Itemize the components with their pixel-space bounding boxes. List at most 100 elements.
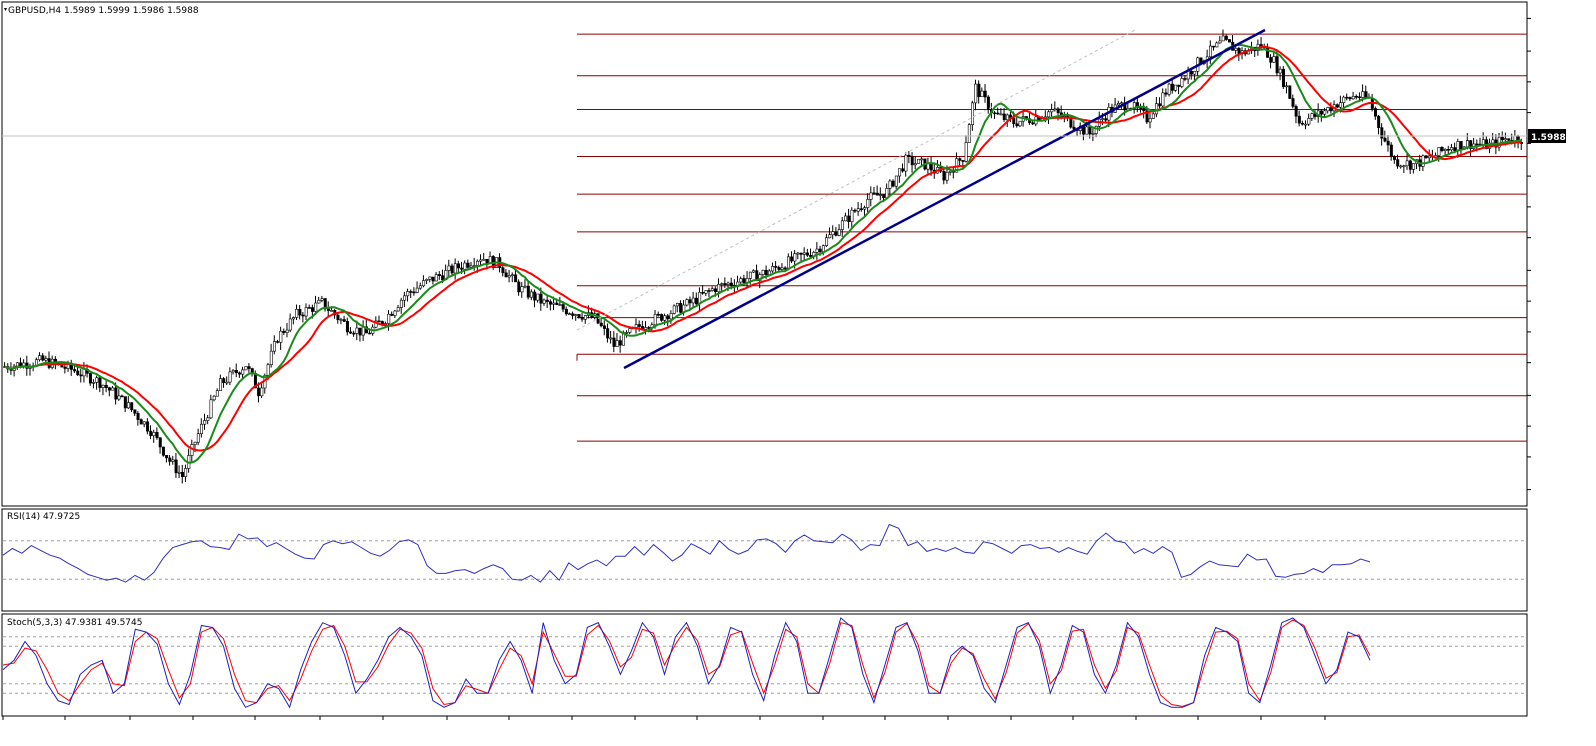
candle-body [244, 366, 248, 371]
candle-body [1228, 39, 1232, 43]
candle-body [806, 252, 810, 256]
candle-body [983, 90, 987, 98]
candle-body [368, 332, 372, 335]
candle-body [238, 372, 242, 375]
candle-body [241, 369, 245, 375]
candle-body [222, 378, 226, 384]
candle-body [1136, 102, 1140, 109]
candle-body [771, 266, 775, 272]
candle-body [425, 278, 429, 281]
candle-body [231, 370, 235, 373]
candle-body [967, 124, 971, 143]
candle-body [1047, 111, 1051, 118]
candle-body [228, 371, 232, 383]
candle-body [872, 192, 876, 195]
candle-body [802, 252, 806, 255]
stochastic-panel[interactable] [1, 613, 1528, 717]
candle-body [891, 180, 895, 187]
candle-body [1291, 98, 1295, 107]
candle-body [615, 340, 619, 347]
candle-body [885, 188, 889, 198]
moving-average-red [4, 45, 1522, 452]
candle-body [894, 175, 898, 187]
candle-body [1469, 140, 1473, 149]
candle-body [1218, 40, 1222, 44]
candle-body [1208, 45, 1212, 58]
candle-body [764, 269, 768, 275]
candle-body [837, 229, 841, 236]
candle-body [1421, 155, 1425, 167]
candle-body [818, 248, 822, 252]
candle-body [1120, 102, 1124, 105]
candle-body [168, 457, 172, 462]
candle-body [314, 302, 318, 312]
candle-body [1158, 103, 1162, 107]
candle-body [1091, 133, 1095, 135]
candle-body [1354, 96, 1358, 98]
candle-body [742, 278, 746, 284]
candle-body [904, 154, 908, 172]
candle-body [958, 158, 962, 161]
candle-body [1170, 83, 1174, 91]
candle-body [691, 297, 695, 304]
candle-body [200, 423, 204, 434]
candle-body [1380, 127, 1384, 139]
candle-body [1408, 160, 1412, 170]
candle-body [618, 340, 622, 346]
candle-body [1342, 96, 1346, 103]
candle-body [317, 299, 321, 304]
candle-body [1443, 148, 1447, 151]
candle-body [1446, 148, 1450, 151]
current-price-badge [1528, 129, 1566, 143]
candle-body [552, 302, 556, 305]
candle-body [1475, 143, 1479, 146]
candle-body [88, 372, 92, 384]
candle-body [1180, 78, 1184, 87]
rsi-panel[interactable] [1, 508, 1528, 612]
candle-body [76, 370, 80, 376]
candle-body [898, 168, 902, 177]
candle-body [1437, 147, 1441, 156]
candle-body [1151, 113, 1155, 119]
candle-body [79, 374, 83, 377]
candle-body [660, 314, 664, 321]
candle-body [694, 297, 698, 305]
candle-body [879, 194, 883, 196]
candle-body [520, 286, 524, 293]
candle-body [460, 267, 464, 270]
candle-body [276, 341, 280, 343]
candle-body [644, 327, 648, 330]
candle-body [942, 171, 946, 181]
candle-body [339, 319, 343, 321]
candle-body [799, 252, 803, 255]
main-price-panel[interactable] [1, 1, 1528, 507]
candle-body [111, 387, 115, 391]
candle-body [1351, 96, 1355, 100]
candle-body [1507, 138, 1511, 141]
candle-body [1466, 140, 1470, 148]
candle-body [1186, 70, 1190, 80]
candle-body [225, 381, 229, 384]
candle-body [555, 302, 559, 306]
candle-body [653, 313, 657, 326]
candle-body [15, 362, 19, 367]
collapse-arrow-icon[interactable] [4, 8, 7, 11]
candle-body [44, 358, 48, 361]
candle-body [92, 382, 96, 384]
candle-body [856, 208, 860, 212]
candle-body [948, 170, 952, 173]
candle-body [298, 308, 302, 316]
candle-body [961, 160, 965, 162]
candle-body [752, 270, 756, 273]
candle-body [209, 399, 213, 419]
candle-body [568, 313, 572, 316]
candle-body [599, 322, 603, 327]
candle-body [469, 265, 473, 268]
candle-body [73, 369, 77, 372]
candle-body [482, 259, 486, 261]
candle-body [1145, 110, 1149, 123]
candle-body [193, 441, 197, 445]
candle-body [358, 327, 362, 336]
candle-body [1500, 136, 1504, 141]
